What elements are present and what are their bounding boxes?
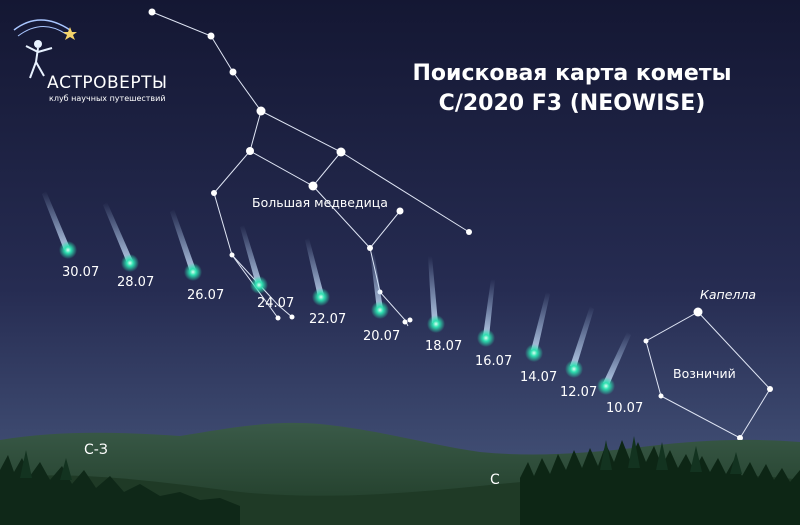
comet-tail [305, 238, 324, 297]
auriga-stars [643, 307, 773, 441]
comet-28-07: 28.07 [103, 202, 154, 290]
comet-glow [184, 263, 202, 281]
right-forest [520, 440, 800, 525]
capella-label: Капелла [700, 287, 756, 302]
comet-glow [121, 254, 139, 272]
auriga-label: Возничий [673, 366, 736, 381]
comet-date-label: 22.07 [309, 312, 346, 327]
ursa-major-label: Большая медведица [252, 195, 388, 210]
capella-star [693, 307, 703, 317]
comet-date-label: 16.07 [475, 354, 512, 369]
map-title-line1: Поисковая карта кометы [413, 61, 732, 86]
comet-date-label: 14.07 [520, 370, 557, 385]
star [229, 252, 235, 258]
star [289, 314, 295, 320]
comet-14-07: 14.07 [520, 292, 557, 385]
auriga-lines [645, 311, 771, 439]
star [207, 32, 215, 40]
comet-date-label: 20.07 [363, 329, 400, 344]
star [229, 68, 237, 76]
star [402, 319, 408, 325]
star [148, 8, 156, 16]
comet-glow [565, 360, 583, 378]
left-forest [0, 455, 240, 525]
comet-tail [170, 209, 196, 272]
comet-tail [370, 251, 383, 310]
map-title-line2: C/2020 F3 (NEOWISE) [439, 91, 706, 116]
comet-tail [483, 279, 495, 337]
logo: АСТРОВЕРТЫ клуб научных путешествий [13, 19, 168, 103]
star [767, 386, 773, 392]
comet-date-label: 24.07 [257, 296, 294, 311]
astronaut-logo-icon [13, 19, 77, 79]
ursa-major-stars [148, 8, 472, 325]
tree-tips [20, 436, 742, 480]
comet-glow [59, 241, 77, 259]
star [211, 190, 217, 196]
star [658, 393, 664, 399]
comet-30-07: 30.07 [42, 191, 99, 280]
star [407, 317, 413, 323]
comet-20-07: 20.07 [363, 251, 400, 344]
direction-north: С [490, 472, 500, 488]
comet-glow [250, 276, 268, 294]
comet-glow [427, 315, 445, 333]
comet-path: 30.07 28.07 26.07 24.07 22.07 20.07 [42, 191, 643, 416]
comet-glow [597, 377, 615, 395]
comet-date-label: 18.07 [425, 339, 462, 354]
comet-tail [428, 256, 438, 323]
comet-glow [525, 344, 543, 362]
comet-12-07: 12.07 [560, 306, 597, 400]
comet-tail [570, 306, 594, 368]
star [246, 147, 254, 155]
comet-glow [312, 288, 330, 306]
comet-tail [603, 332, 631, 385]
comet-tail [103, 202, 133, 263]
star [256, 106, 266, 116]
logo-name: АСТРОВЕРТЫ [47, 73, 168, 93]
comet-date-label: 12.07 [560, 385, 597, 400]
comet-16-07: 16.07 [475, 279, 512, 369]
star [336, 147, 346, 157]
star [737, 435, 743, 441]
comet-tail [240, 225, 262, 285]
comet-10-07: 10.07 [597, 332, 643, 416]
direction-northwest: С-З [84, 442, 108, 458]
star [275, 315, 281, 321]
star [466, 229, 472, 235]
comet-26-07: 26.07 [170, 209, 224, 303]
logo-tagline: клуб научных путешествий [49, 94, 166, 103]
comet-glow [371, 301, 389, 319]
comet-24-07: 24.07 [240, 225, 294, 311]
comet-22-07: 22.07 [305, 238, 346, 327]
comet-18-07: 18.07 [425, 256, 462, 354]
star [396, 207, 404, 215]
comet-date-label: 30.07 [62, 265, 99, 280]
comet-date-label: 26.07 [187, 288, 224, 303]
comet-glow [477, 329, 495, 347]
comet-date-label: 10.07 [606, 401, 643, 416]
star [308, 181, 318, 191]
comet-date-label: 28.07 [117, 275, 154, 290]
comet-tail [42, 191, 70, 250]
landscape [0, 422, 800, 525]
star [367, 245, 373, 251]
star [643, 338, 649, 344]
comet-tail [531, 292, 550, 352]
